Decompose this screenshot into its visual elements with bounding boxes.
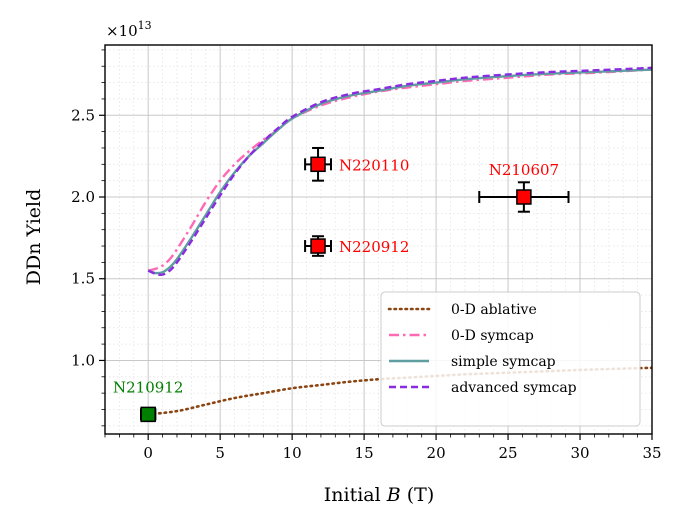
y-multiplier: ×1013: [106, 19, 152, 40]
x-tick-label: 5: [215, 444, 225, 462]
point-label: N210607: [489, 161, 559, 179]
data-point-n210607: N210607: [478, 161, 570, 213]
point-marker: [516, 189, 532, 205]
legend-box: [380, 291, 641, 427]
major-grid: [105, 45, 653, 434]
x-tick-label: 0: [143, 444, 153, 462]
series-line-simple-symcap: [147, 68, 652, 275]
legend-label: advanced symcap: [451, 380, 577, 396]
point-label: N220912: [339, 238, 409, 256]
data-points: N220110 N220912 N210607 N210912: [113, 146, 570, 423]
x-tick-label: 30: [570, 444, 589, 462]
x-ticks: 0 5 10 15 20 25 30 35: [104, 434, 662, 462]
series-line-advanced-symcap: [147, 66, 652, 277]
x-tick-label: 20: [427, 444, 446, 462]
legend-label: 0-D ablative: [451, 302, 537, 318]
data-point-n220912: N220912: [304, 235, 409, 257]
data-point-n210912: N210912: [113, 378, 183, 423]
point-marker: [310, 156, 326, 173]
y-tick-label: 1.5: [71, 270, 95, 288]
y-tick-label: 2.5: [71, 106, 95, 124]
x-tick-label: 15: [355, 444, 374, 462]
y-tick-label: 1.0: [71, 351, 95, 369]
legend-label: 0-D symcap: [451, 328, 534, 344]
point-label: N220110: [339, 156, 409, 174]
y-tick-label: 2.0: [71, 188, 95, 206]
x-tick-label: 35: [642, 444, 661, 462]
x-tick-label: 25: [499, 444, 518, 462]
point-marker: [140, 406, 156, 423]
x-axis-label: Initial B (T): [324, 484, 435, 506]
data-point-n220110: N220110: [304, 146, 409, 182]
point-label: N210912: [113, 378, 183, 396]
legend: 0-D ablative 0-D symcap simple symcap advan…: [380, 291, 641, 427]
x-tick-label: 10: [283, 444, 302, 462]
legend-label: simple symcap: [451, 354, 556, 370]
point-marker: [310, 238, 326, 254]
y-axis-label: DDn Yield: [23, 189, 45, 286]
y-ticks: 1.0 1.5 2.0 2.5: [71, 49, 105, 427]
